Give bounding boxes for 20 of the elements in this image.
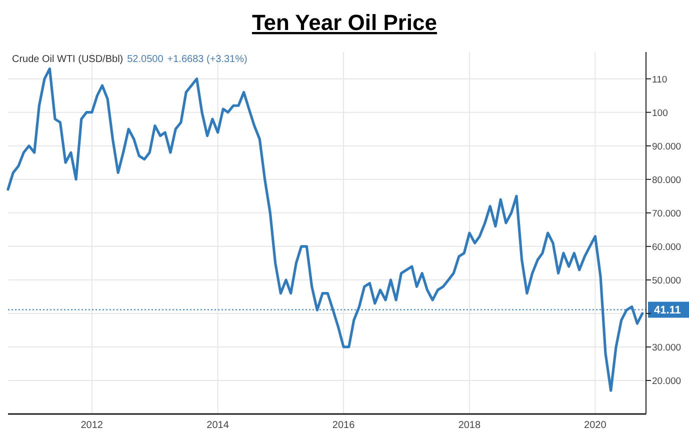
y-tick-label: 100 [652,108,668,119]
y-tick-label: 80.000 [652,174,682,186]
y-tick-label: 70.000 [652,208,682,220]
y-tick-label: 50.000 [652,275,682,286]
annotation: 52.0500 [127,54,164,65]
y-tick-label: 90.000 [652,141,682,152]
x-tick-label: 2012 [80,420,104,431]
ref-line-label: 41.11 [654,304,681,317]
annotation: +1.6683 (+3.31%) [167,54,248,65]
x-tick-label: 2014 [206,420,230,431]
x-tick-label: 2020 [584,420,607,431]
x-tick-label: 2016 [332,420,356,431]
y-tick-label: 60.000 [652,242,682,253]
chart-title: Ten Year Oil Price [252,10,438,35]
y-tick-label: 110 [652,74,668,86]
x-tick-label: 2018 [458,420,482,431]
y-tick-label: 30.000 [652,342,682,354]
line-series [6,67,644,392]
y-tick-label: 20.000 [652,376,682,387]
annotation: Crude Oil WTI (USD/Bbl) [12,54,124,65]
